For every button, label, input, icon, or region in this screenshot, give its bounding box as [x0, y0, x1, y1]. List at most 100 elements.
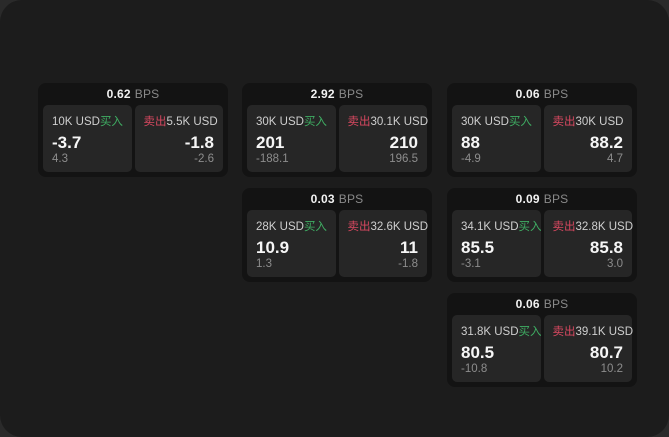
spread-unit-label: BPS — [134, 87, 160, 101]
buy-delta: 1.3 — [256, 258, 272, 270]
buy-side-label: 买入 — [518, 221, 542, 233]
sell-amount: 30.1K USD — [370, 116, 429, 128]
buy-amount: 34.1K USD — [461, 221, 519, 233]
buy-price: 80.5 — [461, 343, 495, 362]
buy-meta: 30K USD 买入 — [461, 113, 532, 129]
buy-side-label: 买入 — [303, 116, 327, 128]
sell-meta: 卖出 30K USD — [553, 113, 624, 129]
quote-card: 0.06 BPS 31.8K USD 买入 80.5 -10.8 卖出 39.1K USD 80… — [447, 293, 637, 387]
sell-side-label: 卖出 — [347, 116, 371, 128]
quote-column: 0.06 BPS 30K USD 买入 88 -4.9 卖出 30K USD 88.2 4.7 0.… — [447, 83, 637, 387]
sell-meta: 卖出 32.8K USD — [552, 218, 634, 234]
sell-price: 210 — [389, 133, 418, 152]
sell-panel[interactable]: 卖出 32.8K USD 85.8 3.0 — [543, 210, 634, 277]
buy-meta: 30K USD 买入 — [256, 113, 327, 129]
buy-delta: -10.8 — [461, 363, 488, 375]
quote-card: 0.06 BPS 30K USD 买入 88 -4.9 卖出 30K USD 88.2 4.7 — [447, 83, 637, 177]
card-header: 2.92 BPS — [247, 83, 427, 105]
sell-panel[interactable]: 卖出 32.6K USD 11 -1.8 — [338, 210, 429, 277]
sell-meta: 卖出 30.1K USD — [347, 113, 429, 129]
sell-panel[interactable]: 卖出 39.1K USD 80.7 10.2 — [543, 315, 634, 382]
card-header: 0.06 BPS — [452, 293, 632, 315]
quote-column: 0.62 BPS 10K USD 买入 -3.7 4.3 卖出 5.5K USD -1.8 -2.… — [38, 83, 228, 177]
sell-price: 11 — [400, 238, 418, 257]
spread-unit-label: BPS — [338, 192, 364, 206]
sell-panel[interactable]: 卖出 30K USD 88.2 4.7 — [543, 105, 632, 172]
quote-panels: 28K USD 买入 10.9 1.3 卖出 32.6K USD 11 -1.8 — [247, 210, 429, 277]
sell-panel[interactable]: 卖出 30.1K USD 210 196.5 — [338, 105, 429, 172]
buy-delta: -3.1 — [461, 258, 481, 270]
buy-price: 85.5 — [461, 238, 495, 257]
buy-panel[interactable]: 30K USD 买入 201 -188.1 — [247, 105, 336, 172]
buy-amount: 30K USD — [256, 116, 304, 128]
buy-delta: 4.3 — [52, 153, 68, 165]
spread-unit-label: BPS — [543, 297, 569, 311]
buy-side-label: 买入 — [99, 116, 123, 128]
buy-panel[interactable]: 30K USD 买入 88 -4.9 — [452, 105, 541, 172]
buy-panel[interactable]: 28K USD 买入 10.9 1.3 — [247, 210, 336, 277]
quote-panels: 31.8K USD 买入 80.5 -10.8 卖出 39.1K USD 80.7 10.2 — [452, 315, 634, 382]
sell-side-label: 卖出 — [552, 326, 576, 338]
buy-side-label: 买入 — [508, 116, 532, 128]
sell-price: 88.2 — [589, 133, 623, 152]
buy-amount: 10K USD — [52, 116, 100, 128]
quote-panels: 10K USD 买入 -3.7 4.3 卖出 5.5K USD -1.8 -2.6 — [43, 105, 223, 172]
buy-side-label: 买入 — [518, 326, 542, 338]
buy-price: 88 — [461, 133, 480, 152]
sell-delta: 196.5 — [389, 153, 418, 165]
spread-unit-label: BPS — [543, 192, 569, 206]
buy-meta: 31.8K USD 买入 — [461, 323, 542, 339]
sell-side-label: 卖出 — [552, 116, 576, 128]
buy-meta: 28K USD 买入 — [256, 218, 327, 234]
sell-amount: 32.6K USD — [370, 221, 429, 233]
sell-meta: 卖出 39.1K USD — [552, 323, 634, 339]
quote-card: 0.03 BPS 28K USD 买入 10.9 1.3 卖出 32.6K USD 11 -1.8 — [242, 188, 432, 282]
buy-price: 10.9 — [256, 238, 290, 257]
sell-delta: 3.0 — [607, 258, 623, 270]
sell-delta: 4.7 — [607, 153, 623, 165]
sell-meta: 卖出 32.6K USD — [347, 218, 429, 234]
buy-side-label: 买入 — [303, 221, 327, 233]
sell-amount: 39.1K USD — [575, 326, 634, 338]
sell-side-label: 卖出 — [552, 221, 576, 233]
sell-price: 85.8 — [589, 238, 623, 257]
buy-panel[interactable]: 31.8K USD 买入 80.5 -10.8 — [452, 315, 542, 382]
spread-unit-label: BPS — [543, 87, 569, 101]
buy-delta: -188.1 — [256, 153, 289, 165]
buy-panel[interactable]: 34.1K USD 买入 85.5 -3.1 — [452, 210, 542, 277]
spread-value: 0.06 — [515, 297, 540, 311]
sell-price: 80.7 — [589, 343, 623, 362]
buy-meta: 10K USD 买入 — [52, 113, 123, 129]
sell-delta: 10.2 — [600, 363, 623, 375]
spread-unit-label: BPS — [338, 87, 364, 101]
sell-side-label: 卖出 — [143, 116, 167, 128]
quote-card: 2.92 BPS 30K USD 买入 201 -188.1 卖出 30.1K USD 210 1… — [242, 83, 432, 177]
buy-amount: 30K USD — [461, 116, 509, 128]
quote-card: 0.62 BPS 10K USD 买入 -3.7 4.3 卖出 5.5K USD -1.8 -2.… — [38, 83, 228, 177]
quote-panels: 30K USD 买入 88 -4.9 卖出 30K USD 88.2 4.7 — [452, 105, 632, 172]
card-header: 0.06 BPS — [452, 83, 632, 105]
sell-amount: 30K USD — [575, 116, 624, 128]
card-header: 0.09 BPS — [452, 188, 632, 210]
spread-value: 2.92 — [310, 87, 335, 101]
sell-side-label: 卖出 — [347, 221, 371, 233]
buy-price: -3.7 — [52, 133, 82, 152]
sell-meta: 卖出 5.5K USD — [143, 113, 218, 129]
buy-amount: 28K USD — [256, 221, 304, 233]
quote-column: 2.92 BPS 30K USD 买入 201 -188.1 卖出 30.1K USD 210 1… — [242, 83, 432, 282]
spread-value: 0.62 — [106, 87, 131, 101]
sell-amount: 32.8K USD — [575, 221, 634, 233]
spread-value: 0.03 — [310, 192, 335, 206]
quote-panels: 30K USD 买入 201 -188.1 卖出 30.1K USD 210 196.5 — [247, 105, 429, 172]
buy-price: 201 — [256, 133, 285, 152]
sell-panel[interactable]: 卖出 5.5K USD -1.8 -2.6 — [134, 105, 223, 172]
card-header: 0.62 BPS — [43, 83, 223, 105]
sell-amount: 5.5K USD — [166, 116, 218, 128]
buy-amount: 31.8K USD — [461, 326, 519, 338]
buy-meta: 34.1K USD 买入 — [461, 218, 542, 234]
sell-delta: -1.8 — [398, 258, 418, 270]
buy-panel[interactable]: 10K USD 买入 -3.7 4.3 — [43, 105, 132, 172]
sell-price: -1.8 — [184, 133, 214, 152]
